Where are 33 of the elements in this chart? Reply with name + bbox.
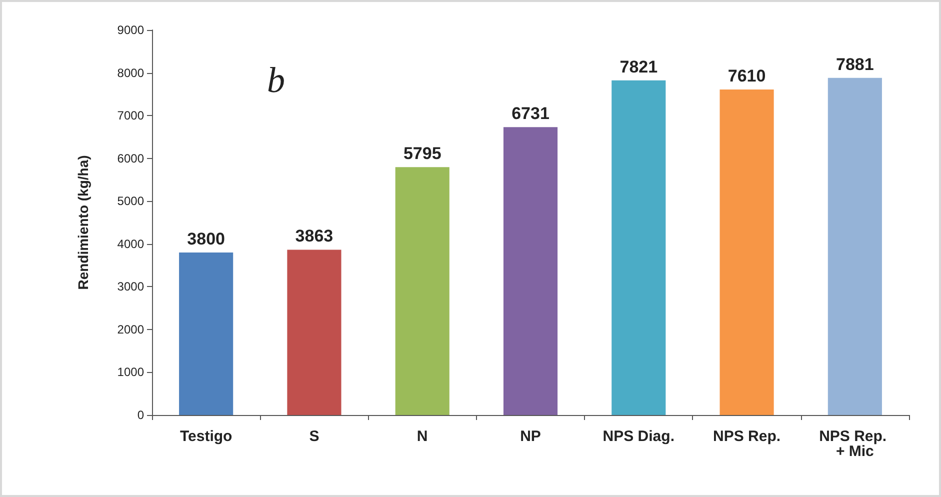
- annotation: b: [267, 60, 285, 100]
- data-label: 7821: [620, 57, 658, 76]
- y-tick-label: 3000: [117, 280, 144, 294]
- bar: [395, 167, 450, 415]
- x-tick-label: NPS Diag.: [602, 428, 674, 445]
- data-label: 3863: [295, 226, 334, 246]
- x-tick-label: N: [416, 428, 428, 445]
- bar: [179, 252, 234, 415]
- y-tick-label: 2000: [117, 322, 144, 336]
- y-tick-label: 6000: [117, 151, 144, 166]
- y-axis-title: Rendimiento (kg/ha): [75, 155, 91, 290]
- bar: [612, 80, 666, 415]
- x-tick-label: S: [309, 428, 320, 445]
- bar: [720, 89, 774, 415]
- data-label: 6731: [512, 104, 550, 124]
- data-label: 7610: [728, 66, 766, 86]
- y-tick-label: 5000: [117, 194, 144, 208]
- data-label: 7881: [836, 54, 874, 74]
- x-tick-label: NP: [520, 428, 541, 445]
- y-tick-label: 7000: [117, 108, 144, 123]
- x-tick-label: Testigo: [180, 428, 232, 445]
- bar: [503, 127, 558, 415]
- y-tick-label: 8000: [117, 66, 144, 80]
- x-tick-label: NPS Rep. + Mic: [819, 428, 891, 460]
- bar: [828, 78, 882, 415]
- y-tick-label: 9000: [117, 23, 144, 37]
- x-tick-label: NPS Rep.: [713, 428, 781, 445]
- y-tick-label: 1000: [117, 365, 144, 380]
- y-tick-label: 0: [137, 408, 144, 422]
- bar: [287, 250, 342, 415]
- data-label: 3800: [187, 229, 225, 248]
- data-label: 5795: [403, 144, 442, 164]
- y-tick-label: 4000: [117, 236, 144, 251]
